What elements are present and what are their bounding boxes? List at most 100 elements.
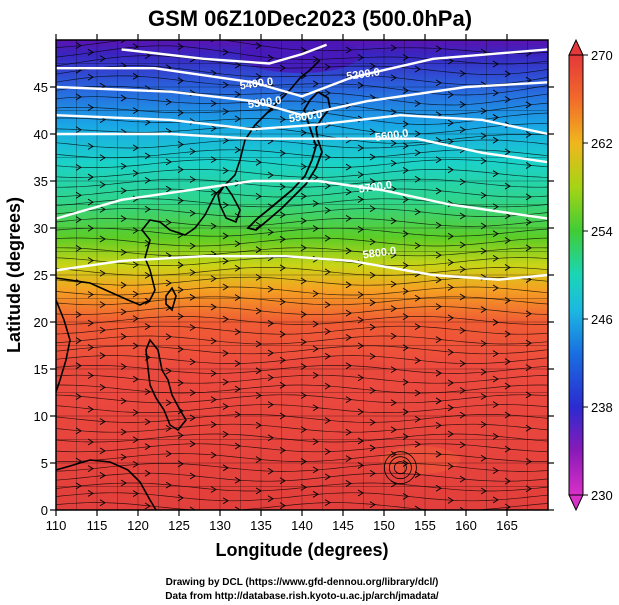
wind-arrow xyxy=(210,337,217,345)
wind-arrow xyxy=(210,486,217,493)
wind-arrow xyxy=(390,108,397,116)
wind-arrow xyxy=(279,356,286,364)
streamline xyxy=(56,208,548,217)
coastline-vietnam xyxy=(56,299,71,393)
wind-arrow xyxy=(369,62,376,70)
wind-arrow xyxy=(267,285,274,293)
wind-arrow xyxy=(504,503,511,510)
wind-arrow xyxy=(189,472,196,480)
contour-line xyxy=(56,48,548,98)
wind-arrow xyxy=(255,98,262,106)
wind-arrow xyxy=(279,183,286,191)
wind-arrow xyxy=(357,54,364,61)
colorbar: 230 238 246 254 262 270 xyxy=(568,38,613,512)
wind-arrow xyxy=(357,316,364,324)
wind-arrow xyxy=(312,345,319,353)
wind-arrow xyxy=(492,318,499,326)
wind-arrow xyxy=(267,467,274,475)
wind-arrow xyxy=(279,64,286,72)
wind-arrow xyxy=(480,454,487,462)
wind-arrow xyxy=(459,126,466,134)
streamline xyxy=(56,55,548,75)
wind-arrow xyxy=(267,495,274,503)
y-tick-label: 0 xyxy=(41,503,48,518)
wind-arrow xyxy=(447,404,454,412)
wind-arrow xyxy=(525,131,532,138)
wind-arrow xyxy=(390,251,397,259)
wind-arrow xyxy=(345,215,352,222)
wind-arrow xyxy=(234,385,241,393)
wind-arrow xyxy=(447,259,454,266)
wind-arrow xyxy=(234,90,241,98)
wind-arrow xyxy=(87,344,94,351)
wind-arrow xyxy=(120,187,127,195)
colorbar-tick-label: 238 xyxy=(591,400,613,415)
wind-arrow xyxy=(525,101,532,109)
wind-arrow xyxy=(504,237,511,244)
wind-arrow xyxy=(189,358,196,366)
wind-arrow xyxy=(504,445,511,453)
wind-arrow xyxy=(300,426,307,434)
wind-arrow xyxy=(255,246,262,254)
wind-arrow xyxy=(210,69,217,77)
wind-arrow xyxy=(369,352,376,360)
wind-arrow xyxy=(144,176,151,184)
wind-arrow xyxy=(492,230,499,238)
wind-arrow xyxy=(414,208,421,216)
wind-arrow xyxy=(525,485,532,493)
wind-arrow xyxy=(447,284,454,291)
wind-arrow xyxy=(132,261,139,269)
wind-arrow xyxy=(312,174,319,181)
wind-arrow xyxy=(166,33,171,39)
wind-arrow xyxy=(267,54,274,62)
wind-arrow xyxy=(279,477,286,485)
wind-arrow xyxy=(99,352,106,360)
wind-arrow xyxy=(189,506,196,510)
wind-arrow xyxy=(390,366,397,373)
wind-arrow xyxy=(459,178,466,186)
wind-arrow xyxy=(414,100,421,107)
wind-arrow xyxy=(492,60,499,68)
colorbar-scale xyxy=(568,54,584,496)
wind-arrow xyxy=(504,330,511,338)
wind-arrow xyxy=(402,408,409,416)
streamline xyxy=(56,40,548,54)
wind-arrow xyxy=(279,412,286,420)
wind-arrow xyxy=(75,126,82,134)
wind-arrow xyxy=(210,370,217,377)
streamline xyxy=(56,247,548,257)
wind-arrow xyxy=(300,217,307,225)
wind-arrow xyxy=(120,94,127,102)
wind-arrow xyxy=(165,424,172,432)
wind-arrow xyxy=(459,212,466,220)
wind-arrow xyxy=(222,283,229,291)
wind-arrow xyxy=(222,403,229,410)
wind-arrow xyxy=(189,414,196,422)
wind-arrow xyxy=(435,397,442,405)
wind-arrow xyxy=(234,360,241,367)
wind-arrow xyxy=(480,132,487,140)
wind-arrow xyxy=(324,499,331,507)
wind-arrow xyxy=(177,43,184,50)
wind-arrow xyxy=(279,149,286,157)
height-contours: 5200.05300.05400.05500.05600.05700.05800… xyxy=(56,43,548,281)
wind-arrow xyxy=(504,182,511,190)
wind-arrow xyxy=(459,101,466,108)
y-tick-label: 10 xyxy=(34,409,48,424)
streamline xyxy=(56,414,548,423)
wind-arrow xyxy=(312,371,319,379)
wind-arrow xyxy=(210,124,217,132)
wind-arrow xyxy=(525,193,532,201)
wind-arrow xyxy=(414,389,421,397)
wind-arrow xyxy=(165,279,172,287)
wind-arrow xyxy=(87,73,94,81)
wind-arrow xyxy=(255,367,262,375)
coastline-japan xyxy=(246,90,331,231)
wind-arrow xyxy=(324,382,331,390)
wind-arrow xyxy=(234,328,241,336)
wind-arrow xyxy=(345,455,352,462)
wind-arrow xyxy=(210,451,217,459)
wind-arrow xyxy=(525,364,532,372)
wind-arrow xyxy=(525,244,532,252)
wind-arrow xyxy=(369,238,376,246)
